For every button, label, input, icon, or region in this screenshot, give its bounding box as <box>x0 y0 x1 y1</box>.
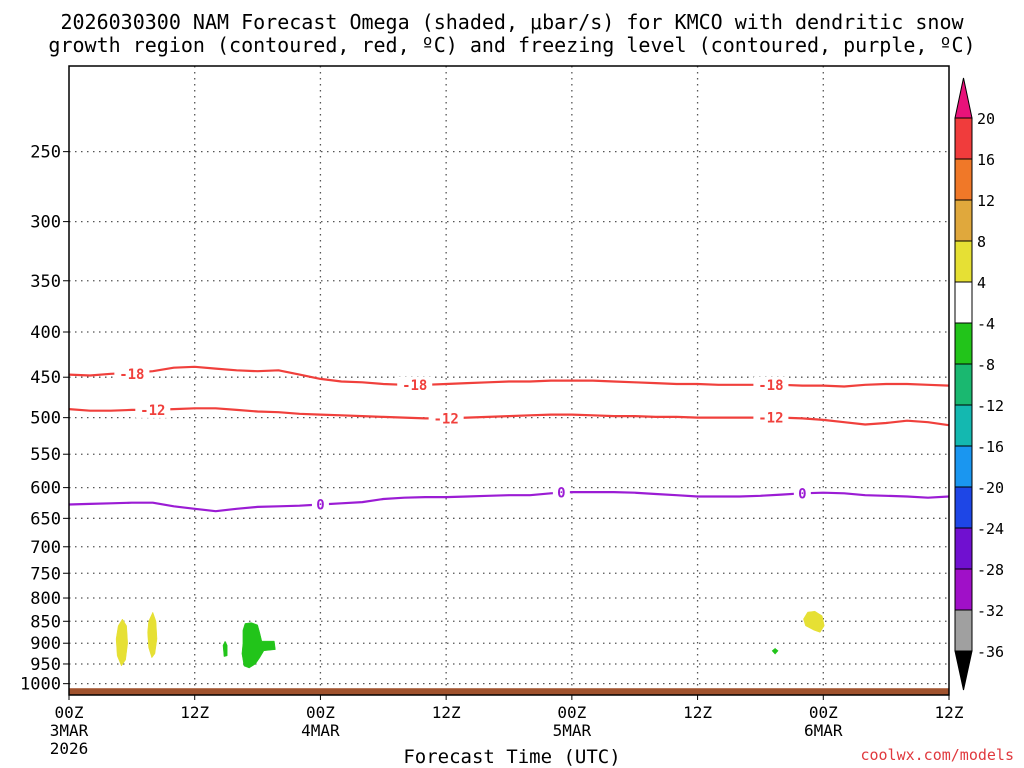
colorbar-segment <box>954 322 973 365</box>
x-tick-label: 12Z <box>683 703 712 722</box>
colorbar-segment <box>954 609 973 652</box>
contour-label-bg <box>428 410 464 427</box>
colorbar-legend: 20 16 12 8 4 -4 -8 -12 -16 -20 -24 -28 -32 -36 <box>954 77 1004 691</box>
omega-shading <box>115 610 825 669</box>
y-tick-label: 450 <box>30 368 61 388</box>
y-tick-label: 400 <box>30 323 61 343</box>
x-tick-year: 2026 <box>50 739 89 758</box>
colorbar-label: 8 <box>977 233 986 251</box>
omega-region <box>771 648 779 655</box>
y-tick-label: 300 <box>30 213 61 233</box>
x-tick-date: 3MAR <box>50 721 89 740</box>
colorbar-label: 4 <box>977 274 986 292</box>
y-tick-label: 600 <box>30 479 61 499</box>
y-tick-label: 350 <box>30 272 61 292</box>
contour-label-bg <box>753 409 789 426</box>
chart-title-line-2: growth region (contoured, red, ºC) and f… <box>48 33 976 57</box>
omega-region <box>147 611 158 659</box>
contour-label: -12 <box>140 403 165 419</box>
x-tick-label: 12Z <box>935 703 964 722</box>
colorbar-label: -8 <box>977 356 995 374</box>
colorbar-label: 20 <box>977 110 995 128</box>
contour-label-bg <box>793 485 811 502</box>
pressure-axis: 2503003504004505005506006507007508008509… <box>20 143 69 695</box>
chart-title-line-1: 2026030300 NAM Forecast Omega (shaded, μ… <box>60 10 964 34</box>
contour--18 <box>69 365 949 388</box>
omega-region <box>115 618 128 667</box>
x-tick-label: 00Z <box>809 703 838 722</box>
colorbar-segment <box>954 445 973 488</box>
y-tick-label: 700 <box>30 538 61 558</box>
x-tick-date: 5MAR <box>553 721 592 740</box>
contour-label-bg <box>753 376 789 393</box>
x-tick-label: 00Z <box>55 703 84 722</box>
colorbar-segment <box>954 363 973 406</box>
contour--12 <box>69 407 949 427</box>
y-tick-label: 650 <box>30 509 61 529</box>
colorbar-segment <box>954 404 973 447</box>
plot-frame <box>68 65 950 696</box>
x-axis-title: Forecast Time (UTC) <box>403 746 621 768</box>
colorbar-label: -32 <box>977 602 1004 620</box>
y-tick-label: 850 <box>30 612 61 632</box>
y-tick-label: 1000 <box>20 675 61 695</box>
colorbar-label: -4 <box>977 315 995 333</box>
colorbar-label: -12 <box>977 397 1004 415</box>
colorbar-label: -36 <box>977 643 1004 661</box>
colorbar-segment <box>954 486 973 529</box>
colorbar-segment <box>954 117 973 160</box>
contour-label-bg <box>552 484 570 501</box>
colorbar-arrow-top <box>954 77 973 119</box>
contour-label: 0 <box>557 486 565 502</box>
contour-label-bg <box>311 496 329 513</box>
y-tick-label: 550 <box>30 445 61 465</box>
contour-label: -18 <box>758 378 783 394</box>
y-tick-label: 750 <box>30 564 61 584</box>
x-tick-date: 4MAR <box>301 721 340 740</box>
contour-label: 0 <box>798 486 806 502</box>
contour-label: -12 <box>433 411 458 427</box>
contour-lines: -18 -18 -18 -12 -12 -12 0 0 0 <box>69 365 949 514</box>
colorbar-label: -16 <box>977 438 1004 456</box>
x-tick-date: 6MAR <box>804 721 843 740</box>
y-tick-label: 950 <box>30 655 61 675</box>
colorbar-label: 16 <box>977 151 995 169</box>
contour-label: -18 <box>402 378 427 394</box>
ground-band <box>69 688 949 695</box>
omega-region <box>222 640 228 657</box>
colorbar-segment <box>954 199 973 242</box>
colorbar-segment <box>954 281 973 324</box>
contour-label: -12 <box>758 411 783 427</box>
colorbar-label: 12 <box>977 192 995 210</box>
omega-region <box>803 610 825 633</box>
x-tick-label: 00Z <box>557 703 586 722</box>
grid-lines <box>69 66 949 695</box>
contour-label-bg <box>135 401 171 418</box>
colorbar-segment <box>954 568 973 611</box>
y-tick-label: 900 <box>30 634 61 654</box>
colorbar-arrow-bottom <box>954 650 973 691</box>
colorbar-label: -28 <box>977 561 1004 579</box>
colorbar-label: -24 <box>977 520 1004 538</box>
contour-label: -18 <box>119 367 144 383</box>
contour-label-bg <box>114 365 150 382</box>
site-credit: coolwx.com/models <box>860 746 1014 764</box>
y-tick-label: 800 <box>30 589 61 609</box>
colorbar-segment <box>954 527 973 570</box>
contour-label: 0 <box>316 498 324 514</box>
x-tick-label: 12Z <box>180 703 209 722</box>
colorbar-segment <box>954 240 973 283</box>
y-tick-label: 500 <box>30 409 61 429</box>
colorbar-label: -20 <box>977 479 1004 497</box>
y-tick-label: 250 <box>30 143 61 163</box>
x-tick-label: 12Z <box>432 703 461 722</box>
ground-surface <box>69 688 949 695</box>
contour-label-bg <box>397 376 433 393</box>
x-tick-label: 00Z <box>306 703 335 722</box>
omega-region <box>241 622 276 669</box>
colorbar-segment <box>954 158 973 201</box>
